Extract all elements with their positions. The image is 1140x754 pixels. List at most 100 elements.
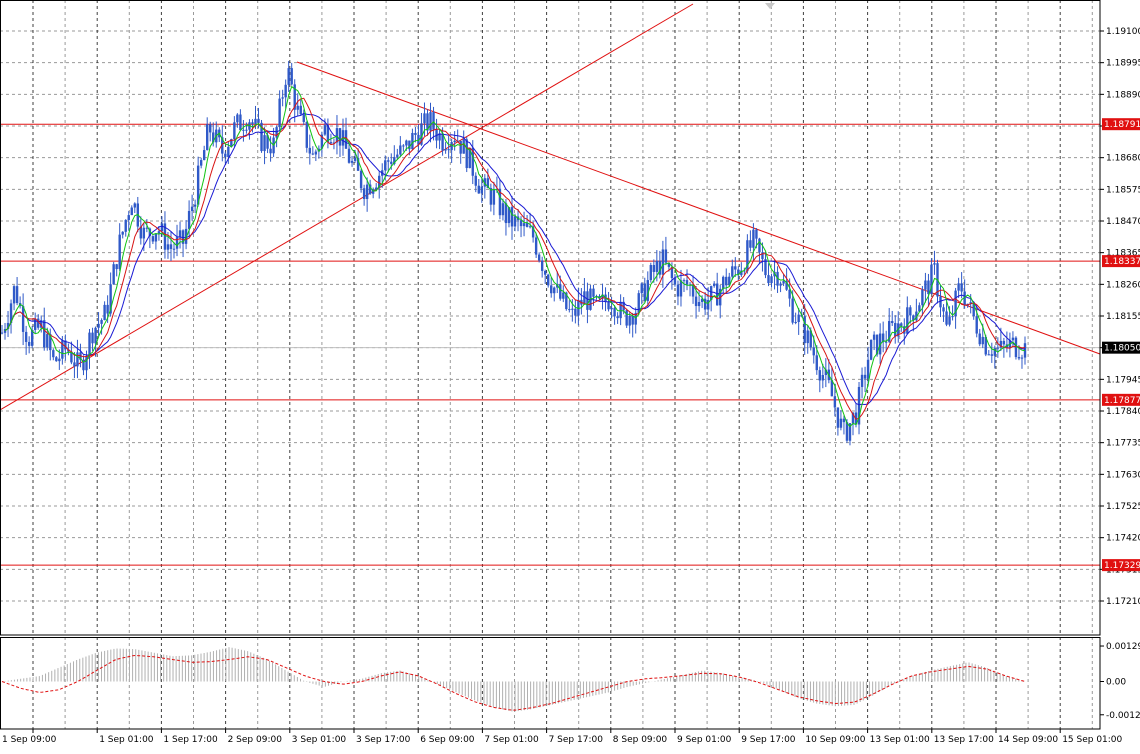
macd-tick-label: 0.00 — [1106, 678, 1126, 688]
candle-body — [782, 280, 785, 284]
candle-body — [519, 220, 523, 227]
candle-body — [230, 139, 233, 147]
candle-body — [550, 285, 553, 294]
level-price-tag: 1.18791 — [1104, 120, 1140, 130]
candle-body — [981, 336, 984, 345]
level-price-tag: 1.17877 — [1104, 396, 1140, 406]
candle-body — [839, 418, 843, 428]
y-tick-label: 1.19100 — [1106, 27, 1140, 37]
candle-body — [679, 280, 683, 297]
candle-body — [233, 122, 236, 140]
candle-body — [52, 350, 55, 358]
level-price-tag-bg — [1102, 255, 1140, 268]
candle-body — [278, 98, 281, 128]
candle-body — [592, 288, 595, 297]
candle-body — [655, 260, 659, 272]
x-tick-label: 8 Sep 09:00 — [613, 735, 668, 745]
x-tick-label: 2 Sep 09:00 — [228, 735, 283, 745]
candle-body — [9, 303, 13, 323]
candle-body — [851, 412, 855, 424]
candle-body — [37, 318, 40, 328]
candle-body — [405, 140, 408, 146]
candle-body — [628, 316, 631, 326]
candle-body — [990, 354, 994, 356]
horizontal-levels[interactable] — [0, 123, 1100, 566]
candle-body — [613, 307, 616, 317]
level-price-tag: 1.18337 — [1104, 257, 1140, 267]
candle-body — [61, 340, 64, 359]
candle-body — [972, 302, 975, 317]
candle-body — [661, 249, 665, 275]
candle-body — [712, 283, 716, 287]
y-tick-label: 1.18365 — [1106, 249, 1140, 259]
candle-body — [299, 105, 302, 115]
candle-body — [212, 132, 215, 143]
level-price-tag: 1.17329 — [1104, 561, 1140, 571]
x-tick-label: 9 Sep 17:00 — [741, 735, 796, 745]
candle-body — [6, 322, 10, 329]
candle-body — [900, 323, 903, 327]
candle-body — [40, 320, 43, 328]
candle-body — [631, 316, 634, 325]
candle-body — [749, 240, 752, 248]
y-tick-label: 1.18470 — [1106, 217, 1140, 227]
candle-body — [414, 132, 417, 135]
candle-body — [939, 296, 942, 308]
candle-body — [426, 113, 429, 131]
candle-body — [178, 230, 182, 238]
x-tick-label: 3 Sep 17:00 — [356, 735, 411, 745]
y-tick-label: 1.18575 — [1106, 185, 1140, 195]
candles — [0, 60, 1027, 446]
candle-body — [112, 264, 115, 285]
y-tick-label: 1.18890 — [1106, 90, 1140, 100]
candle-body — [441, 133, 444, 151]
candle-body — [884, 341, 888, 343]
candle-body — [531, 226, 535, 238]
candle-body — [646, 280, 649, 301]
candle-body — [915, 311, 918, 321]
candle-body — [281, 97, 284, 99]
candle-body — [465, 139, 468, 169]
candle-body — [737, 269, 740, 276]
candle-body — [725, 276, 728, 286]
candle-body — [175, 237, 179, 249]
candle-body — [619, 301, 622, 319]
candle-body — [540, 260, 544, 271]
uptrend-line[interactable] — [0, 3, 694, 411]
candle-body — [393, 156, 396, 164]
candle-body — [103, 304, 106, 321]
candle-body — [945, 311, 948, 325]
candle-body — [151, 236, 155, 242]
candle-body — [999, 340, 1003, 348]
candle-body — [921, 289, 924, 306]
candle-body — [353, 157, 357, 161]
candle-body — [682, 280, 686, 282]
candle-body — [196, 165, 200, 205]
candle-body — [471, 147, 474, 176]
candle-body — [489, 188, 493, 205]
candle-body — [634, 312, 637, 325]
candle-body — [396, 154, 399, 157]
candle-body — [818, 370, 821, 381]
candle-body — [387, 160, 390, 162]
candle-body — [770, 276, 773, 284]
candle-body — [924, 280, 927, 290]
candle-body — [160, 223, 164, 232]
candle-body — [960, 283, 963, 292]
candle-body — [891, 321, 894, 324]
candle-body — [308, 147, 312, 154]
candle-body — [245, 129, 248, 131]
candle-body — [694, 296, 698, 307]
candle-body — [106, 304, 109, 314]
candle-body — [601, 294, 604, 299]
candle-body — [963, 291, 966, 306]
candle-body — [942, 307, 945, 312]
candle-body — [815, 355, 818, 371]
candle-body — [163, 223, 167, 250]
candle-body — [284, 84, 287, 98]
candle-body — [82, 359, 85, 371]
shift-marker — [765, 3, 775, 9]
x-tick-label: 1 Sep 01:00 — [99, 735, 154, 745]
candle-body — [888, 321, 891, 342]
